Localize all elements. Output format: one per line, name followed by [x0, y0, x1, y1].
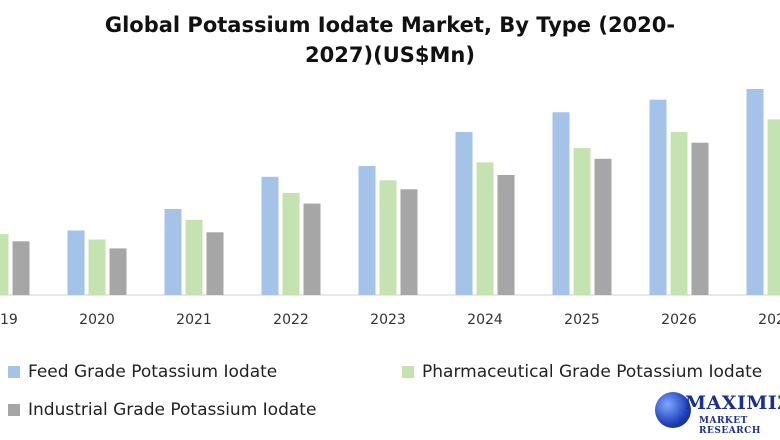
bar-2025-series-1: [552, 112, 570, 296]
bar-2021-series-2: [185, 219, 203, 296]
bar-2020-series-3: [109, 248, 127, 295]
logo-tagline: MARKET RESEARCH: [699, 416, 761, 436]
globe-icon: [655, 392, 691, 428]
legend-swatch-industrial: [8, 404, 20, 416]
bar-2027-series-2: [767, 119, 780, 296]
bar-chart: 2019 2020 2021 2022 2023 2024 2025 2026 2027: [0, 89, 780, 328]
legend-label-feed: Feed Grade Potassium Iodate: [28, 362, 278, 382]
x-tick-label-2026: 2026: [661, 312, 697, 328]
bar-2019-series-2: [0, 234, 9, 295]
x-tick-label-2023: 2023: [370, 312, 406, 328]
bar-2025-series-2: [573, 148, 591, 295]
bar-2026-series-2: [670, 132, 688, 295]
bar-2023-series-1: [358, 166, 376, 295]
legend: Feed Grade Potassium Iodate Pharmaceutic…: [0, 360, 780, 440]
legend-swatch-feed: [8, 366, 20, 378]
legend-item-pharma: Pharmaceutical Grade Potassium Iodate: [402, 362, 762, 382]
bars-group: [0, 89, 780, 296]
legend-swatch-pharma: [402, 366, 414, 378]
bar-2021-series-3: [206, 232, 224, 295]
x-tick-label-2024: 2024: [467, 312, 503, 328]
x-tick-labels: 2019 2020 2021 2022 2023 2024 2025 2026 2027: [0, 312, 780, 328]
bar-2022-series-3: [303, 203, 321, 295]
bar-2022-series-1: [261, 176, 279, 296]
legend-item-industrial: Industrial Grade Potassium Iodate: [8, 400, 316, 420]
legend-label-industrial: Industrial Grade Potassium Iodate: [28, 400, 317, 420]
bar-2020-series-1: [67, 230, 85, 295]
bar-2026-series-1: [649, 99, 667, 295]
bar-2024-series-3: [497, 175, 515, 295]
x-tick-label-2022: 2022: [273, 312, 309, 328]
bar-2025-series-3: [594, 158, 612, 295]
x-tick-label-2020: 2020: [79, 312, 115, 328]
bar-2024-series-2: [476, 162, 494, 295]
x-tick-label-2025: 2025: [564, 312, 600, 328]
legend-label-pharma: Pharmaceutical Grade Potassium Iodate: [422, 362, 763, 382]
x-tick-label-2021: 2021: [176, 312, 212, 328]
bar-2023-series-3: [400, 189, 418, 295]
logo-wordmark: MAXIMIZE: [685, 392, 780, 414]
bar-2023-series-2: [379, 180, 397, 295]
legend-item-feed: Feed Grade Potassium Iodate: [8, 362, 277, 382]
x-tick-label-2019: 2019: [0, 312, 18, 328]
bar-2026-series-3: [691, 142, 709, 295]
x-tick-label-2027: 2027: [758, 312, 780, 328]
maximize-logo: MAXIMIZE MARKET RESEARCH: [655, 388, 780, 440]
bar-2019-series-3: [12, 241, 30, 296]
bar-2022-series-2: [282, 192, 300, 295]
bar-2021-series-1: [164, 209, 182, 295]
bar-2024-series-1: [455, 132, 473, 295]
bar-2027-series-1: [746, 89, 764, 295]
chart-title: Global Potassium Iodate Market, By Type …: [104, 13, 676, 67]
bar-2020-series-2: [88, 239, 106, 295]
